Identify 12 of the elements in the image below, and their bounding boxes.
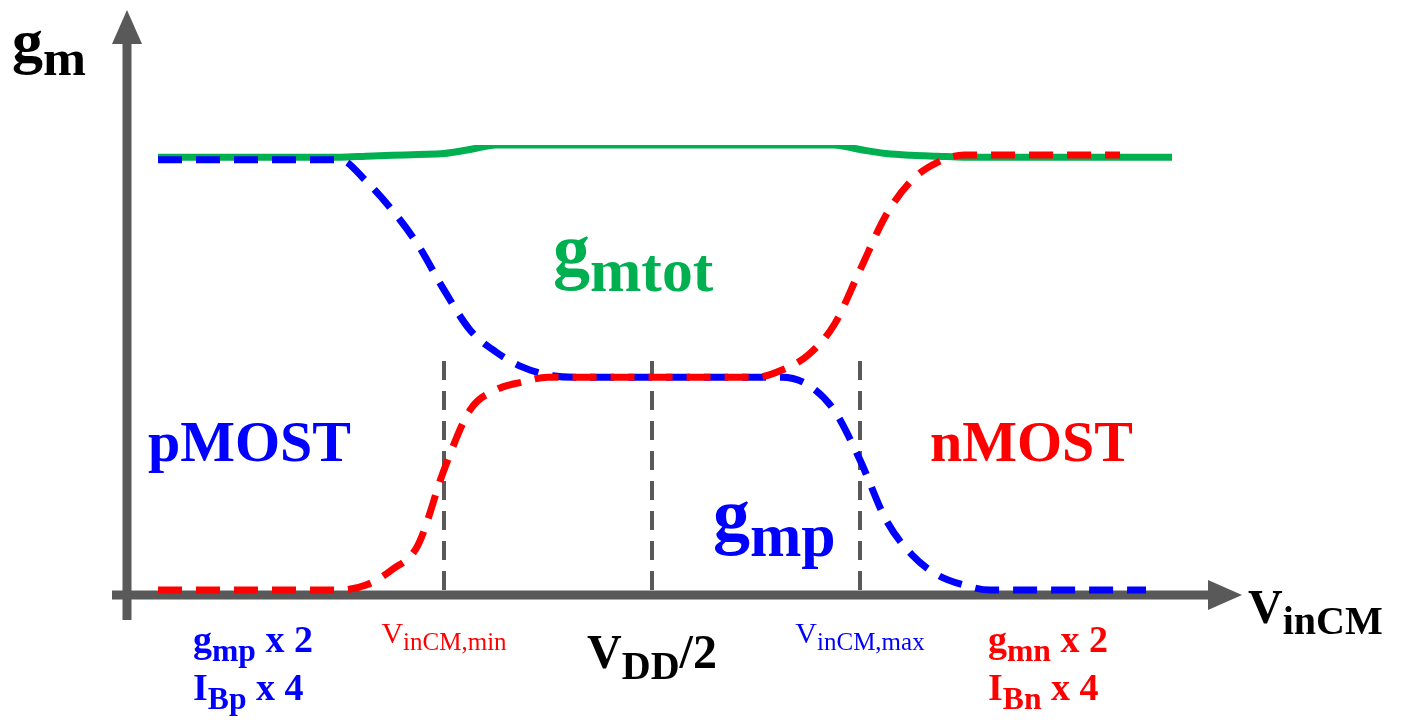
text: V$_{DD}$/2: [587, 625, 717, 688]
y-axis-title: g$_{m}$: [12, 7, 87, 87]
text: V$_{inCM,min}$: [381, 616, 507, 655]
text: g$_{mp}$ x 2: [193, 618, 313, 668]
annotation: g$_{mp}$: [713, 474, 836, 569]
text: g$_{mn}$ x 2: [988, 618, 1108, 668]
text: I$_{Bn}$ x 4: [988, 666, 1099, 716]
x-axis-title: V$_{inCM}$: [1248, 580, 1383, 643]
text: V$_{inCM,max}$: [795, 616, 925, 655]
text: nMOST: [930, 409, 1134, 474]
series-label: g$_{mtot}$: [553, 209, 714, 304]
text: pMOST: [148, 409, 352, 474]
